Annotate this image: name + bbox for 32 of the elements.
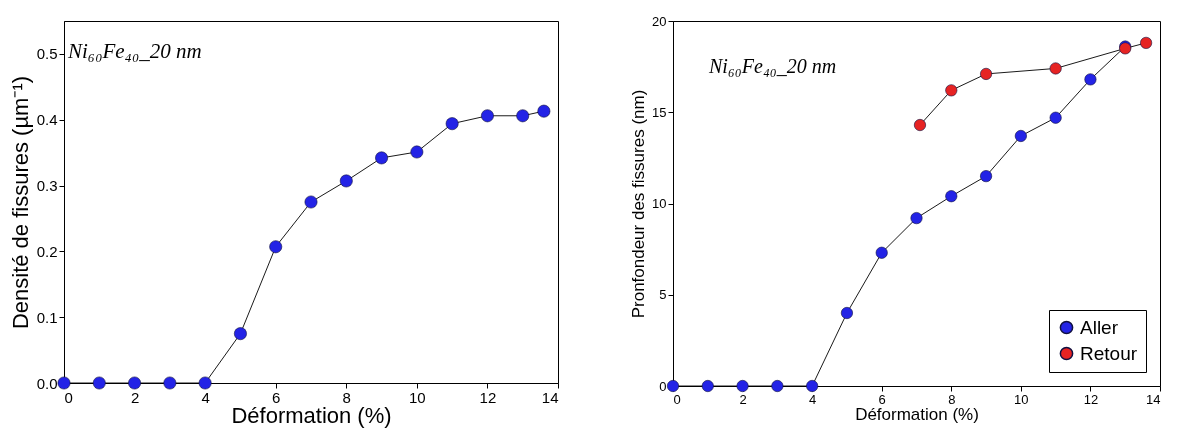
- y-tick-label: 0.3: [36, 177, 58, 195]
- x-tick-label: 14: [541, 388, 559, 406]
- x-tick-label: 14: [1146, 391, 1161, 407]
- x-tick-label: 4: [201, 388, 210, 406]
- y-tick-label: 0.4: [36, 111, 58, 129]
- x-tick-label: 2: [130, 388, 140, 406]
- x-tick-label: 10: [1014, 391, 1029, 407]
- y-tick-label: 10: [652, 196, 667, 211]
- annotation: Ni₆₀Fe₄₀_20 nm: [708, 55, 837, 77]
- x-tick-label: 2: [739, 391, 747, 407]
- y-tick-label: 0.1: [36, 308, 58, 326]
- y-tick-label: 0.2: [36, 242, 58, 260]
- annotation: Ni₆₀Fe₄₀_20 nm: [67, 39, 202, 63]
- y-tick-label: 0.5: [36, 45, 58, 63]
- y-tick-label: 0: [659, 378, 667, 394]
- y-tick-label: 5: [659, 287, 667, 303]
- y-tick-label: 20: [652, 13, 667, 29]
- x-axis-title: Déformation (%): [855, 404, 979, 424]
- x-tick-label: 8: [948, 391, 956, 407]
- x-tick-label: 6: [878, 391, 886, 407]
- x-tick-label: 4: [809, 391, 817, 407]
- x-tick-label: 0: [673, 391, 681, 407]
- x-tick-label: 0: [64, 388, 73, 406]
- legend-label: Aller: [1080, 316, 1119, 338]
- y-axis-title: Pronfondeur des fissures (nm): [629, 89, 649, 319]
- y-axis-title: Densité de fissures (µm⁻¹): [7, 75, 33, 330]
- y-tick-label: 15: [652, 104, 667, 120]
- legend-label: Retour: [1080, 342, 1138, 364]
- y-tick-label: 0.0: [36, 374, 58, 392]
- x-tick-label: 12: [1083, 391, 1099, 407]
- x-tick-label: 12: [479, 388, 497, 406]
- x-tick-label: 10: [409, 388, 426, 406]
